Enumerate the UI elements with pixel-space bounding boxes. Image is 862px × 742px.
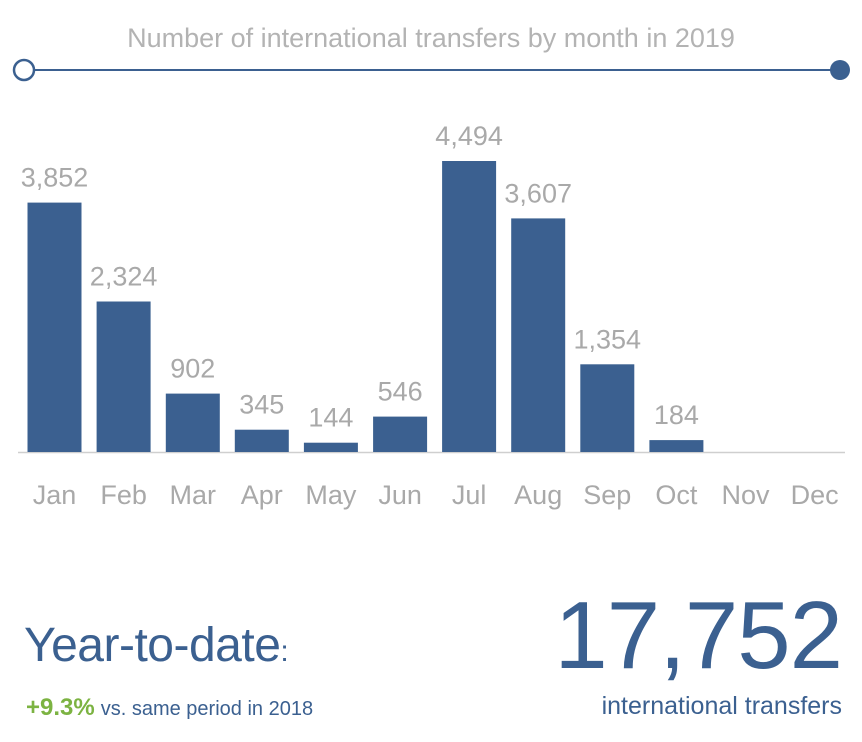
bar-jun[interactable]: [373, 416, 428, 452]
value-label-aug: 3,607: [504, 178, 572, 208]
change-note: vs. same period in 2018: [100, 698, 314, 720]
month-label-may: May: [305, 480, 357, 510]
total-label: international transfers: [601, 692, 842, 720]
ytd-colon: :: [280, 635, 289, 668]
ytd-label: Year-to-date: [24, 619, 281, 672]
bar-aug[interactable]: [511, 218, 566, 452]
month-label-apr: Apr: [241, 480, 283, 510]
bar-feb[interactable]: [96, 301, 151, 453]
month-label-aug: Aug: [514, 480, 562, 510]
ytd-heading: Year-to-date:: [24, 618, 289, 673]
bar-jul[interactable]: [442, 161, 497, 452]
total-value: 17,752: [554, 582, 843, 689]
value-label-jul: 4,494: [435, 121, 503, 151]
value-label-mar: 902: [170, 354, 215, 384]
month-label-jul: Jul: [452, 480, 487, 510]
value-label-feb: 2,324: [90, 262, 158, 292]
bar-jan[interactable]: [27, 202, 82, 452]
value-label-may: 144: [308, 403, 353, 433]
slider-end-handle[interactable]: [830, 60, 850, 80]
value-label-jun: 546: [378, 377, 423, 407]
month-label-mar: Mar: [170, 480, 217, 510]
month-label-jan: Jan: [33, 480, 77, 510]
value-label-jan: 3,852: [21, 163, 89, 193]
bar-may[interactable]: [303, 442, 358, 452]
value-label-oct: 184: [654, 400, 699, 430]
month-label-feb: Feb: [100, 480, 147, 510]
change-percent: +9.3%: [26, 694, 95, 721]
bar-oct[interactable]: [649, 440, 704, 452]
bar-sep[interactable]: [580, 364, 635, 452]
value-label-apr: 345: [239, 390, 284, 420]
bar-mar[interactable]: [165, 393, 220, 452]
month-label-jun: Jun: [378, 480, 422, 510]
chart-title: Number of international transfers by mon…: [127, 23, 735, 53]
month-label-dec: Dec: [791, 480, 839, 510]
month-label-oct: Oct: [655, 480, 698, 510]
month-label-nov: Nov: [721, 480, 770, 510]
month-label-sep: Sep: [583, 480, 631, 510]
ytd-change: +9.3% vs. same period in 2018: [26, 694, 313, 722]
bar-apr[interactable]: [234, 429, 289, 452]
bar-chart: Number of international transfers by mon…: [12, 23, 850, 510]
slider-start-handle[interactable]: [12, 58, 36, 82]
value-label-sep: 1,354: [574, 324, 642, 354]
